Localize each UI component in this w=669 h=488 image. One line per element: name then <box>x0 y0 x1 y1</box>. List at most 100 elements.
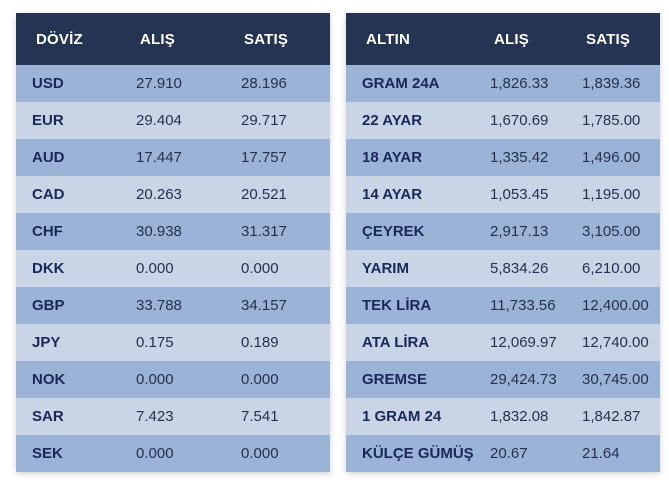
row-sell-value: 1,496.00 <box>582 149 641 166</box>
row-sell-value: 1,195.00 <box>582 186 641 203</box>
row-name: 22 AYAR <box>362 112 423 129</box>
table-row: 18 AYAR 1,335.42 1,496.00 <box>346 139 660 176</box>
row-buy-value: 0.175 <box>136 334 174 351</box>
row-sell-value: 6,210.00 <box>582 260 641 277</box>
row-buy-value: 29.404 <box>136 112 182 129</box>
row-sell-value: 12,400.00 <box>582 297 649 314</box>
table-row: DKK 0.000 0.000 <box>16 250 330 287</box>
row-buy-value: 7.423 <box>136 408 174 425</box>
table-row: JPY 0.175 0.189 <box>16 324 330 361</box>
row-name: 14 AYAR <box>362 186 423 203</box>
currency-table-body: USD 27.910 28.196 EUR 29.404 29.717 AUD 17.447 1… <box>16 65 330 472</box>
gold-table-body: GRAM 24A 1,826.33 1,839.36 22 AYAR 1,670.69 1… <box>346 65 660 472</box>
row-name: NOK <box>32 371 66 388</box>
row-sell-value: 29.717 <box>241 112 287 129</box>
row-sell-value: 1,785.00 <box>582 112 641 129</box>
table-row: ATA LİRA 12,069.97 12,740.00 <box>346 324 660 361</box>
row-buy-value: 5,834.26 <box>490 260 549 277</box>
table-row: 22 AYAR 1,670.69 1,785.00 <box>346 102 660 139</box>
row-name: ATA LİRA <box>362 334 430 351</box>
row-sell-value: 0.000 <box>241 445 279 462</box>
row-sell-value: 3,105.00 <box>582 223 641 240</box>
row-name: CAD <box>32 186 65 203</box>
table-row: SAR 7.423 7.541 <box>16 398 330 435</box>
row-buy-value: 12,069.97 <box>490 334 557 351</box>
row-name: ÇEYREK <box>362 223 425 240</box>
column-header-currency: DÖVİZ <box>36 30 83 48</box>
row-buy-value: 20.263 <box>136 186 182 203</box>
gold-table-header: ALTIN ALIŞ SATIŞ <box>346 13 660 65</box>
row-buy-value: 1,335.42 <box>490 149 549 166</box>
row-buy-value: 1,826.33 <box>490 75 549 92</box>
row-buy-value: 0.000 <box>136 260 174 277</box>
row-buy-value: 0.000 <box>136 371 174 388</box>
row-name: DKK <box>32 260 65 277</box>
row-buy-value: 33.788 <box>136 297 182 314</box>
table-row: GBP 33.788 34.157 <box>16 287 330 324</box>
table-row: SEK 0.000 0.000 <box>16 435 330 472</box>
table-row: AUD 17.447 17.757 <box>16 139 330 176</box>
column-header-gold: ALTIN <box>366 30 411 48</box>
row-buy-value: 20.67 <box>490 445 528 462</box>
table-row: GREMSE 29,424.73 30,745.00 <box>346 361 660 398</box>
table-row: GRAM 24A 1,826.33 1,839.36 <box>346 65 660 102</box>
row-sell-value: 21.64 <box>582 445 620 462</box>
row-name: EUR <box>32 112 64 129</box>
row-name: SEK <box>32 445 63 462</box>
table-row: CHF 30.938 31.317 <box>16 213 330 250</box>
column-header-buy: ALIŞ <box>140 30 175 48</box>
row-buy-value: 29,424.73 <box>490 371 557 388</box>
column-header-buy: ALIŞ <box>494 30 529 48</box>
table-row: EUR 29.404 29.717 <box>16 102 330 139</box>
row-name: KÜLÇE GÜMÜŞ <box>362 445 474 462</box>
currency-table-header: DÖVİZ ALIŞ SATIŞ <box>16 13 330 65</box>
row-sell-value: 34.157 <box>241 297 287 314</box>
column-header-sell: SATIŞ <box>586 30 631 48</box>
row-name: GRAM 24A <box>362 75 440 92</box>
row-sell-value: 0.000 <box>241 260 279 277</box>
column-header-sell: SATIŞ <box>244 30 289 48</box>
table-row: YARIM 5,834.26 6,210.00 <box>346 250 660 287</box>
row-buy-value: 1,053.45 <box>490 186 549 203</box>
row-buy-value: 30.938 <box>136 223 182 240</box>
row-sell-value: 1,839.36 <box>582 75 641 92</box>
row-buy-value: 1,670.69 <box>490 112 549 129</box>
row-name: SAR <box>32 408 64 425</box>
table-row: NOK 0.000 0.000 <box>16 361 330 398</box>
table-row: ÇEYREK 2,917.13 3,105.00 <box>346 213 660 250</box>
row-buy-value: 0.000 <box>136 445 174 462</box>
row-name: AUD <box>32 149 65 166</box>
row-sell-value: 30,745.00 <box>582 371 649 388</box>
table-row: 1 GRAM 24 1,832.08 1,842.87 <box>346 398 660 435</box>
row-name: GREMSE <box>362 371 428 388</box>
row-buy-value: 2,917.13 <box>490 223 549 240</box>
table-row: 14 AYAR 1,053.45 1,195.00 <box>346 176 660 213</box>
currency-table: DÖVİZ ALIŞ SATIŞ USD 27.910 28.196 EUR 29.40… <box>16 13 330 472</box>
table-row: CAD 20.263 20.521 <box>16 176 330 213</box>
row-sell-value: 31.317 <box>241 223 287 240</box>
row-buy-value: 27.910 <box>136 75 182 92</box>
row-name: CHF <box>32 223 63 240</box>
row-name: USD <box>32 75 64 92</box>
row-buy-value: 17.447 <box>136 149 182 166</box>
table-row: TEK LİRA 11,733.56 12,400.00 <box>346 287 660 324</box>
row-sell-value: 7.541 <box>241 408 279 425</box>
row-sell-value: 1,842.87 <box>582 408 641 425</box>
gold-table: ALTIN ALIŞ SATIŞ GRAM 24A 1,826.33 1,839.3… <box>346 13 660 472</box>
row-sell-value: 0.000 <box>241 371 279 388</box>
row-name: GBP <box>32 297 65 314</box>
row-sell-value: 0.189 <box>241 334 279 351</box>
table-row: USD 27.910 28.196 <box>16 65 330 102</box>
table-row: KÜLÇE GÜMÜŞ 20.67 21.64 <box>346 435 660 472</box>
row-name: YARIM <box>362 260 409 277</box>
row-name: 18 AYAR <box>362 149 423 166</box>
row-name: JPY <box>32 334 61 351</box>
row-name: 1 GRAM 24 <box>362 408 442 425</box>
row-sell-value: 28.196 <box>241 75 287 92</box>
row-sell-value: 12,740.00 <box>582 334 649 351</box>
row-name: TEK LİRA <box>362 297 432 314</box>
row-sell-value: 17.757 <box>241 149 287 166</box>
row-buy-value: 1,832.08 <box>490 408 549 425</box>
row-sell-value: 20.521 <box>241 186 287 203</box>
row-buy-value: 11,733.56 <box>490 297 556 314</box>
